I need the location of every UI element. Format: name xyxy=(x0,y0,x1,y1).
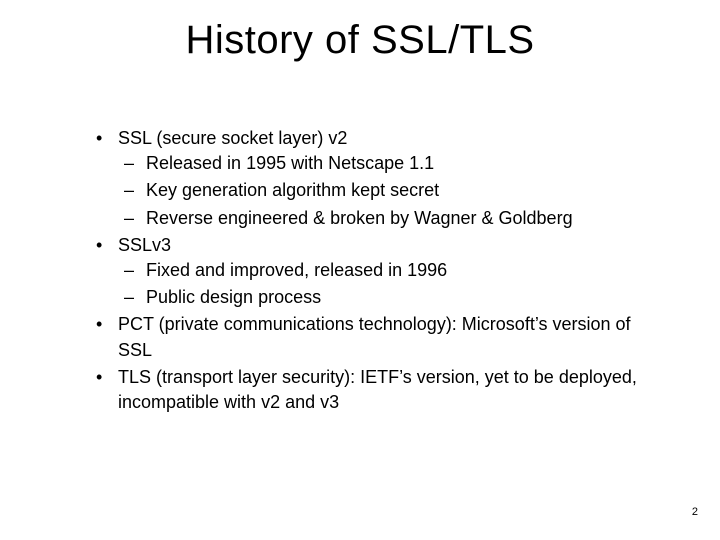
sub-bullet-item: Key generation algorithm kept secret xyxy=(118,178,660,203)
bullet-text: PCT (private communications technology):… xyxy=(118,314,631,359)
sub-bullet-list: Fixed and improved, released in 1996 Pub… xyxy=(118,258,660,310)
bullet-list: SSL (secure socket layer) v2 Released in… xyxy=(90,126,660,415)
bullet-text: SSL (secure socket layer) v2 xyxy=(118,128,347,148)
sub-bullet-item: Reverse engineered & broken by Wagner & … xyxy=(118,206,660,231)
page-number: 2 xyxy=(692,506,698,518)
bullet-text: TLS (transport layer security): IETF’s v… xyxy=(118,367,637,412)
sub-bullet-text: Public design process xyxy=(146,287,321,307)
sub-bullet-text: Fixed and improved, released in 1996 xyxy=(146,260,447,280)
slide: History of SSL/TLS SSL (secure socket la… xyxy=(0,0,720,540)
bullet-text: SSLv3 xyxy=(118,235,171,255)
sub-bullet-item: Released in 1995 with Netscape 1.1 xyxy=(118,151,660,176)
slide-body: SSL (secure socket layer) v2 Released in… xyxy=(90,126,660,417)
slide-title: History of SSL/TLS xyxy=(0,0,720,63)
bullet-item: TLS (transport layer security): IETF’s v… xyxy=(90,365,660,415)
bullet-item: PCT (private communications technology):… xyxy=(90,312,660,362)
sub-bullet-item: Fixed and improved, released in 1996 xyxy=(118,258,660,283)
sub-bullet-item: Public design process xyxy=(118,285,660,310)
sub-bullet-list: Released in 1995 with Netscape 1.1 Key g… xyxy=(118,151,660,231)
bullet-item: SSLv3 Fixed and improved, released in 19… xyxy=(90,233,660,311)
sub-bullet-text: Key generation algorithm kept secret xyxy=(146,180,439,200)
sub-bullet-text: Reverse engineered & broken by Wagner & … xyxy=(146,208,573,228)
bullet-item: SSL (secure socket layer) v2 Released in… xyxy=(90,126,660,231)
sub-bullet-text: Released in 1995 with Netscape 1.1 xyxy=(146,153,434,173)
